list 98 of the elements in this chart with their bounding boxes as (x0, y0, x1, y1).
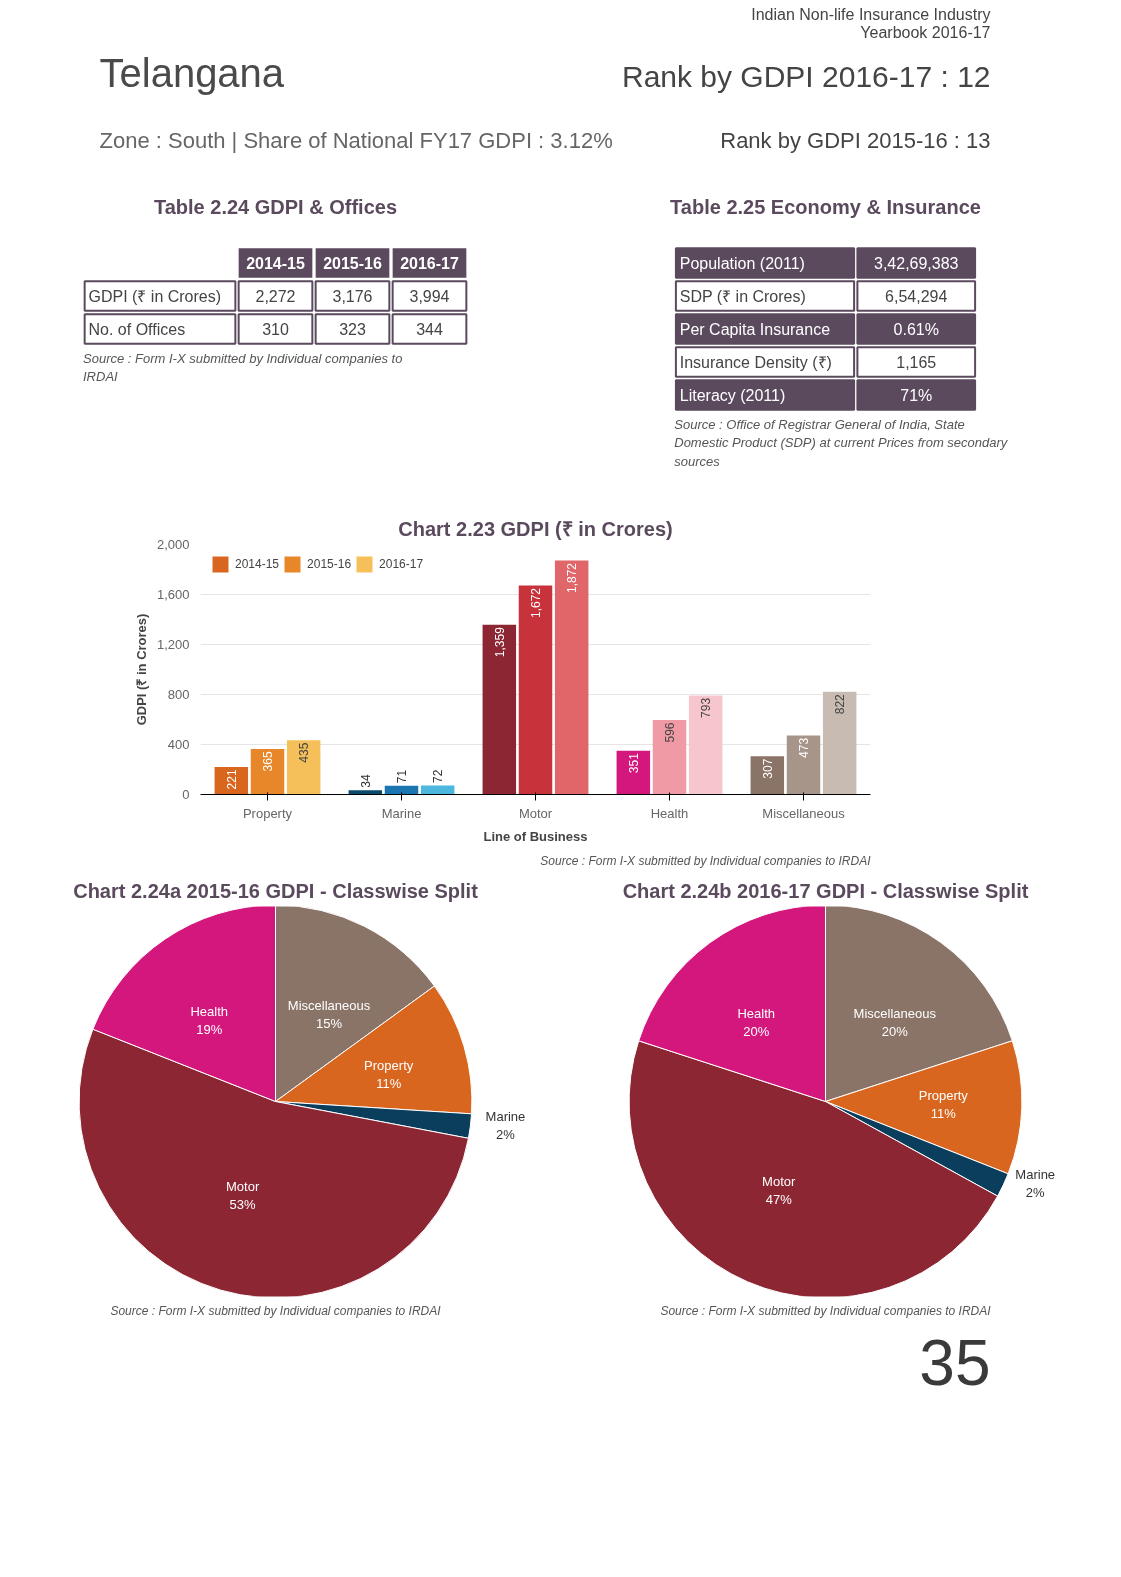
data-label: 1,359 (492, 626, 507, 658)
slice-label: Health (190, 1004, 229, 1020)
slice-label: Marine (1015, 1166, 1056, 1182)
data-label: 47% (765, 1192, 793, 1208)
data-label: 53% (229, 1196, 257, 1212)
x-tick-label: Health (650, 805, 689, 821)
y-tick-label: 800 (167, 687, 190, 702)
data-label: 72 (431, 769, 446, 783)
text: 71% (900, 386, 933, 404)
bar (822, 691, 857, 795)
data-label: 351 (626, 752, 641, 774)
data-label: 435 (297, 742, 312, 763)
data-label: 596 (663, 722, 677, 743)
y-tick-label: 0 (182, 787, 190, 802)
slice-label: Marine (485, 1109, 526, 1125)
bar (482, 624, 517, 795)
category-label: 2014-15 (246, 255, 305, 272)
source-note: Source : Form I-X submitted by Individual companies to IRDAI (83, 351, 403, 385)
legend-label: 2016-17 (379, 557, 424, 571)
data-label: 1,672 (529, 587, 543, 619)
y-tick-label: 2,000 (156, 537, 190, 552)
text: 0.61% (893, 320, 939, 338)
text: Yearbook 2016-17 (860, 24, 991, 42)
data-label: 2% (1025, 1184, 1046, 1200)
data-label: 20% (881, 1024, 909, 1040)
category-label: Population (2011) (679, 254, 805, 272)
source-note: Source : Office of Registrar General of India, State Domestic Product (SDP) at current Prices from secondary sources (674, 417, 1009, 469)
text: Telangana (99, 50, 285, 95)
text: 3,42,69,383 (873, 255, 959, 272)
chart-title: Chart 2.24b 2016-17 GDPI - Classwise Split (622, 879, 1029, 902)
text: 3,176 (332, 288, 373, 305)
category-label: 2016-17 (400, 255, 459, 272)
text: Indian Non-life Insurance Industry (751, 6, 991, 24)
text: 35 (919, 1327, 991, 1399)
chart-title: Chart 2.24a 2015-16 GDPI - Classwise Split (73, 879, 479, 902)
chart-title: Chart 2.23 GDPI (₹ in Crores) (398, 517, 673, 540)
source-note: Source : Form I-X submitted by Individual companies to IRDAI (540, 853, 872, 868)
text: 323 (339, 321, 366, 338)
legend-label: 2014-15 (235, 557, 280, 571)
category-label: Per Capita Insurance (679, 320, 831, 338)
y-tick-label: 1,600 (156, 587, 190, 602)
data-label: 20% (743, 1024, 770, 1040)
slice-label: Miscellaneous (853, 1006, 937, 1022)
category-label: GDPI (₹ in Crores) (88, 287, 222, 305)
bar (688, 695, 723, 795)
data-label: 793 (699, 697, 714, 718)
y-tick-label: 1,200 (156, 637, 190, 652)
bar (652, 720, 687, 795)
text: Table 2.25 Economy & Insurance (670, 195, 981, 218)
text: 344 (416, 321, 443, 338)
x-axis-title: Line of Business (483, 828, 588, 844)
data-label: 15% (316, 1016, 343, 1032)
x-tick-label: Motor (518, 805, 553, 821)
bar (518, 585, 553, 795)
data-label: 71 (395, 769, 409, 784)
data-label: 2% (496, 1127, 516, 1143)
bar (554, 560, 589, 795)
slice-label: Motor (226, 1178, 260, 1194)
source-note: Source : Form I-X submitted by Individual companies to IRDAI (110, 1303, 442, 1318)
x-tick-label: Marine (381, 805, 422, 821)
text: 3,994 (409, 288, 450, 305)
text: Table 2.24 GDPI & Offices (153, 195, 398, 218)
x-tick-label: Property (242, 805, 293, 821)
category-label: No. of Offices (88, 320, 186, 338)
category-label: 2015-16 (323, 255, 382, 272)
text: Rank by GDPI 2015-16 : 13 (720, 128, 991, 154)
source-note: Source : Form I-X submitted by Individual companies to IRDAI (660, 1303, 992, 1318)
text: 2,272 (255, 288, 296, 305)
bar (786, 735, 821, 795)
data-label: 11% (930, 1106, 957, 1122)
data-label: 473 (797, 737, 811, 758)
bar (286, 740, 321, 795)
data-label: 1,872 (565, 562, 580, 594)
data-label: 365 (261, 751, 275, 772)
text: 310 (262, 321, 289, 338)
slice-label: Miscellaneous (287, 998, 371, 1014)
category-label: Insurance Density (₹) (679, 353, 832, 371)
category-label: SDP (₹ in Crores) (679, 287, 806, 305)
text: Zone : South | Share of National FY17 GDPI : 3.12% (99, 128, 613, 154)
y-tick-label: 400 (167, 737, 190, 752)
y-axis-title: GDPI (₹ in Crores) (133, 613, 149, 726)
text: Rank by GDPI 2016-17 : 12 (621, 59, 991, 93)
data-label: 822 (833, 693, 848, 715)
slice-label: Property (364, 1057, 414, 1073)
slice-label: Health (737, 1006, 776, 1022)
category-label: Literacy (2011) (679, 386, 786, 404)
x-tick-label: Miscellaneous (762, 805, 846, 821)
bar (348, 790, 383, 795)
text: 1,165 (896, 354, 937, 371)
data-label: 221 (224, 769, 239, 790)
data-label: 34 (358, 774, 373, 788)
data-label: 11% (376, 1075, 402, 1091)
text: 6,54,294 (885, 288, 948, 305)
legend-label: 2015-16 (307, 557, 352, 571)
data-label: 19% (196, 1022, 223, 1038)
slice-label: Property (918, 1088, 969, 1104)
data-label: 307 (760, 758, 775, 779)
slice-label: Motor (762, 1174, 796, 1190)
